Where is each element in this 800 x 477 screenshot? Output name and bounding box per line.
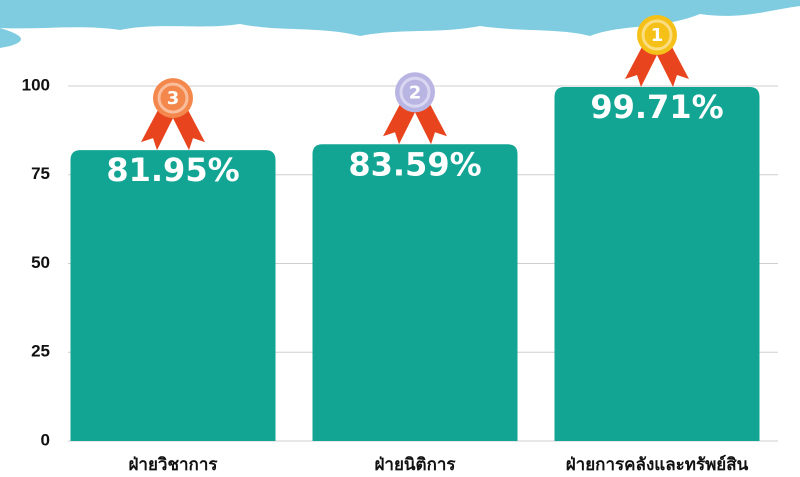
medal-inner <box>641 19 673 51</box>
medal-inner <box>399 76 431 108</box>
y-tick-label: 25 <box>31 342 50 361</box>
medal-ribbon <box>415 102 447 145</box>
top-brush-decoration <box>0 28 21 48</box>
medal-ribbon <box>141 108 173 151</box>
medal: 2 <box>383 72 447 145</box>
x-tick-label: ฝ่ายนิติการ <box>374 455 456 475</box>
medal-rank: 2 <box>409 82 422 103</box>
bar <box>312 144 518 441</box>
value-label: 81.95% <box>106 151 239 189</box>
x-tick-label: ฝ่ายการคลังและทรัพย์สิน <box>566 454 749 475</box>
value-label: 99.71% <box>590 88 723 126</box>
medal-rank: 3 <box>167 88 180 109</box>
medal-disc <box>637 15 677 56</box>
y-tick-label: 0 <box>41 430 50 449</box>
medal-ribbon <box>657 45 689 88</box>
medal-ribbon <box>383 102 415 145</box>
medal-ribbon <box>173 108 205 151</box>
bar <box>70 150 276 441</box>
medal: 1 <box>625 15 689 88</box>
medal-disc <box>153 78 193 119</box>
medal-ribbon <box>625 45 657 88</box>
top-brush-decoration <box>0 0 800 36</box>
medal-disc <box>395 72 435 113</box>
y-tick-label: 100 <box>22 75 50 94</box>
value-label: 83.59% <box>348 145 481 183</box>
bar <box>554 87 760 441</box>
medal-rank: 1 <box>651 25 664 46</box>
y-tick-label: 50 <box>31 253 50 272</box>
x-tick-label: ฝ่ายวิชาการ <box>128 455 218 475</box>
y-tick-label: 75 <box>31 164 50 183</box>
medal-inner <box>157 82 189 114</box>
medal: 3 <box>141 78 205 151</box>
